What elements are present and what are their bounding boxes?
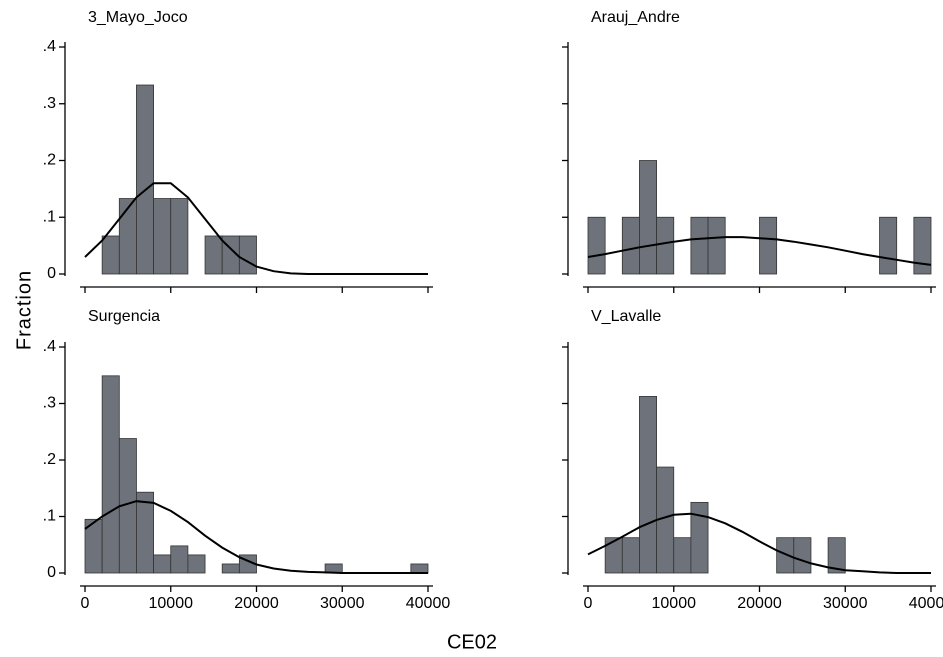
bar [101, 235, 120, 275]
bar [170, 545, 189, 574]
x-tick-label: 30000 [320, 595, 365, 612]
bar [913, 216, 932, 275]
bar [136, 491, 154, 574]
bar [204, 235, 223, 275]
y-tick-label: .3 [43, 95, 56, 112]
panel-title: Arauj_Andre [591, 9, 680, 26]
panel-title: Surgencia [88, 308, 160, 325]
bar [170, 198, 189, 275]
bar [221, 563, 240, 574]
x-tick-label: 40000 [406, 595, 451, 612]
y-tick-label: .4 [43, 38, 56, 55]
bar [153, 198, 172, 275]
density-curve [84, 500, 428, 574]
bar [639, 396, 658, 574]
y-tick-label: .1 [43, 508, 56, 525]
density-curve [587, 236, 932, 266]
bar [879, 216, 898, 275]
y-tick-label: 0 [47, 265, 56, 282]
bar [673, 537, 692, 574]
x-axis-title: CE02 [447, 631, 497, 653]
bar [153, 554, 172, 574]
bar [690, 501, 709, 574]
density-curve [84, 182, 428, 275]
y-tick-label: .1 [43, 208, 56, 225]
x-tick-label: 10000 [652, 595, 697, 612]
x-tick-label: 20000 [234, 595, 279, 612]
bar [707, 216, 726, 275]
x-tick-label: 40000 [909, 595, 943, 612]
bar [621, 537, 640, 574]
y-axis-title: Fraction [13, 270, 35, 350]
bar [793, 537, 812, 574]
bar [604, 537, 623, 574]
bar [656, 216, 675, 275]
bar [690, 216, 709, 275]
bar [187, 554, 206, 574]
y-tick-label: .3 [43, 395, 56, 412]
x-tick-label: 0 [81, 595, 90, 612]
bar [238, 235, 257, 275]
bar [621, 216, 640, 275]
x-tick-label: 30000 [823, 595, 868, 612]
bar [827, 537, 846, 574]
x-tick-label: 0 [584, 595, 593, 612]
bar [118, 198, 137, 275]
density-curve [587, 512, 931, 574]
bar [639, 160, 658, 275]
x-tick-label: 10000 [149, 595, 194, 612]
y-tick-label: .2 [43, 152, 56, 169]
panel-title: 3_Mayo_Joco [88, 9, 188, 26]
bar [410, 563, 429, 574]
panel-title: V_Lavalle [591, 308, 661, 325]
bar [587, 216, 606, 275]
bar [136, 84, 154, 275]
y-tick-label: .4 [43, 338, 56, 355]
x-tick-label: 20000 [737, 595, 782, 612]
bar [759, 216, 778, 275]
y-tick-label: 0 [47, 564, 56, 581]
bar [776, 537, 795, 574]
bar [101, 375, 120, 574]
y-tick-label: .2 [43, 451, 56, 468]
